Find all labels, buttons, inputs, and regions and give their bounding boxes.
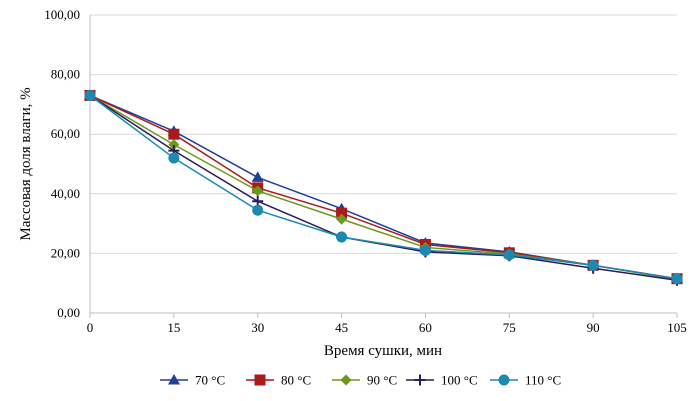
data-point (251, 171, 264, 182)
legend-marker (254, 374, 266, 386)
y-tick-label: 100,00 (44, 7, 80, 22)
data-point (168, 128, 180, 140)
x-tick-label: 45 (335, 320, 348, 335)
series-5 (84, 89, 683, 285)
x-tick-label: 105 (667, 320, 687, 335)
series-4 (84, 89, 683, 286)
data-point (336, 207, 348, 219)
legend-label: 100 °C (441, 373, 478, 388)
series-line (89, 94, 678, 280)
legend-item: 80 °C (246, 373, 311, 388)
legend-label: 110 °C (525, 373, 561, 388)
x-tick-label: 0 (87, 320, 94, 335)
data-point (84, 89, 96, 101)
legend-label: 80 °C (281, 373, 311, 388)
legend: 70 °C 80 °C 90 °C 100 °C 110 °C (160, 373, 561, 388)
data-point (252, 204, 264, 216)
series-3 (84, 89, 683, 285)
x-tick-labels: 0 15 30 45 60 75 90 105 (87, 320, 687, 335)
data-point (587, 259, 599, 271)
data-point (252, 185, 264, 197)
legend-item: 70 °C (160, 373, 225, 388)
gridlines (90, 14, 677, 254)
series-1 (84, 89, 683, 284)
legend-item: 110 °C (490, 373, 561, 388)
data-point (336, 231, 348, 243)
series-line (89, 94, 678, 280)
x-tick-label: 90 (587, 320, 600, 335)
y-tick-label: 80,00 (51, 67, 80, 82)
y-tick-label: 40,00 (51, 186, 80, 201)
legend-marker (340, 374, 352, 386)
y-tick-label: 60,00 (51, 126, 80, 141)
series-layer (84, 89, 683, 286)
series-line (89, 94, 678, 281)
y-axis-title: Массовая доля влаги, % (18, 87, 34, 240)
series-line (89, 94, 678, 281)
data-point (419, 244, 431, 256)
legend-item: 90 °C (332, 373, 397, 388)
series-2 (84, 89, 683, 285)
legend-marker (498, 374, 510, 386)
legend-label: 70 °C (195, 373, 225, 388)
y-tick-label: 0,00 (57, 305, 80, 320)
data-point (671, 273, 683, 285)
x-tick-label: 75 (503, 320, 516, 335)
data-point (503, 249, 515, 261)
legend-marker (414, 374, 426, 386)
data-point (336, 213, 348, 225)
legend-marker (168, 374, 180, 385)
x-tick-label: 15 (167, 320, 180, 335)
legend-item: 100 °C (406, 373, 478, 388)
x-tick-label: 60 (419, 320, 432, 335)
y-tick-labels: 0,00 20,00 40,00 60,00 80,00 100,00 (44, 7, 80, 320)
x-tick-label: 30 (251, 320, 264, 335)
data-point (168, 139, 180, 151)
legend-label: 90 °C (367, 373, 397, 388)
axes (89, 15, 678, 318)
data-point (168, 152, 180, 164)
y-tick-label: 20,00 (51, 245, 80, 260)
series-line (89, 94, 678, 280)
x-axis-title: Время сушки, мин (324, 343, 442, 359)
